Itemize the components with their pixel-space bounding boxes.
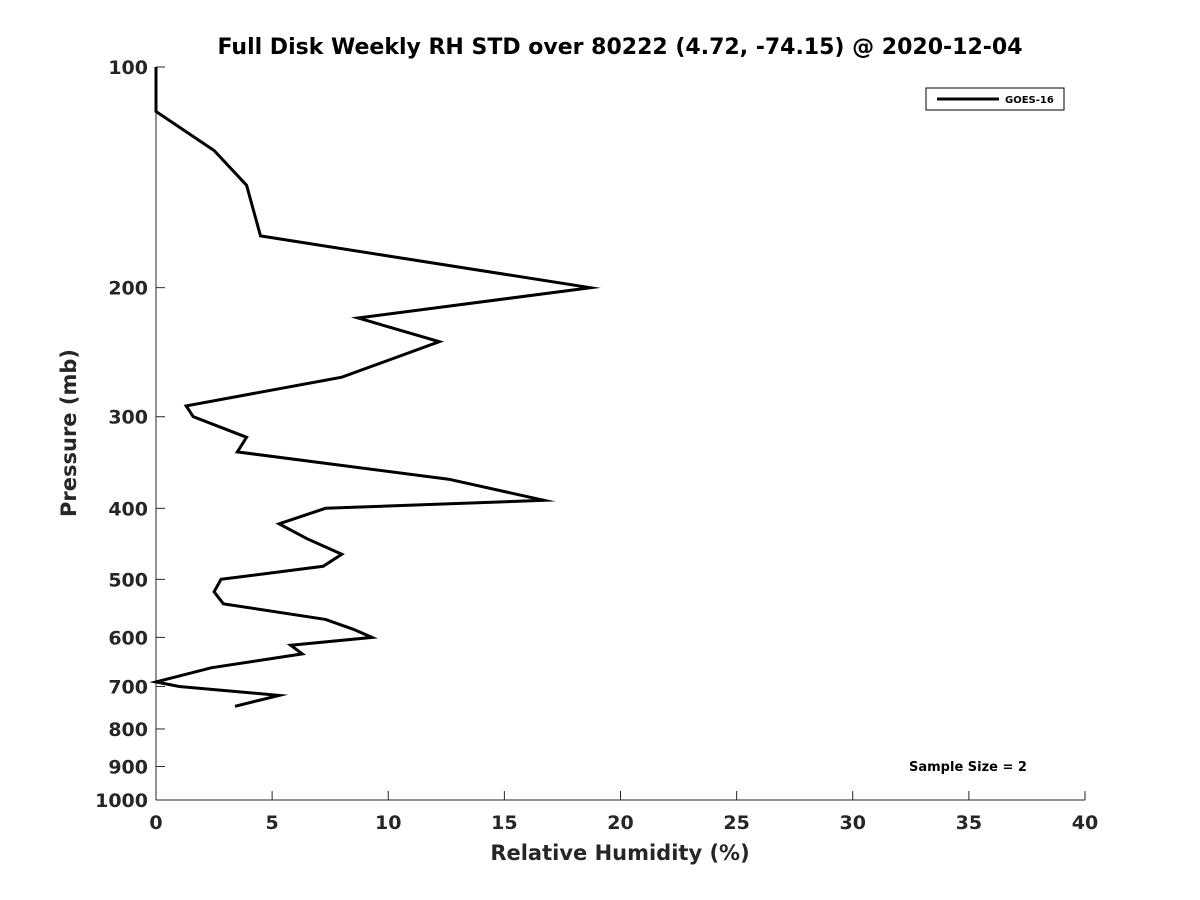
legend: GOES-16 [925, 87, 1065, 111]
sample-size-annotation: Sample Size = 2 [909, 760, 1027, 775]
y-tick-label: 300 [108, 407, 148, 429]
x-tick-label: 10 [375, 812, 401, 834]
y-tick-label: 600 [108, 627, 148, 649]
y-tick-label: 700 [108, 676, 148, 698]
x-tick-label: 15 [491, 812, 517, 834]
legend-label: GOES-16 [1005, 95, 1054, 106]
y-tick-label: 200 [108, 278, 148, 300]
x-tick-label: 30 [840, 812, 866, 834]
x-tick-label: 35 [956, 812, 982, 834]
x-tick-label: 0 [149, 812, 162, 834]
x-tick-label: 25 [723, 812, 749, 834]
y-tick-label: 100 [108, 57, 148, 79]
y-tick-label: 800 [108, 719, 148, 741]
y-tick-label: 400 [108, 498, 148, 520]
chart-title: Full Disk Weekly RH STD over 80222 (4.72… [217, 35, 1022, 60]
x-axis-label: Relative Humidity (%) [490, 841, 749, 865]
series-line-goes-16 [149, 67, 601, 708]
x-tick-label: 5 [266, 812, 279, 834]
y-tick-label: 900 [108, 756, 148, 778]
y-axis-label: Pressure (mb) [57, 349, 81, 517]
y-tick-label: 1000 [95, 790, 148, 812]
x-tick-label: 20 [607, 812, 633, 834]
series-layer [149, 67, 601, 708]
axes: 0 5 10 15 20 25 30 35 40 100 200 300 400 500 600 700 800… [95, 57, 1098, 834]
y-tick-label: 500 [108, 569, 148, 591]
x-tick-label: 40 [1072, 812, 1098, 834]
